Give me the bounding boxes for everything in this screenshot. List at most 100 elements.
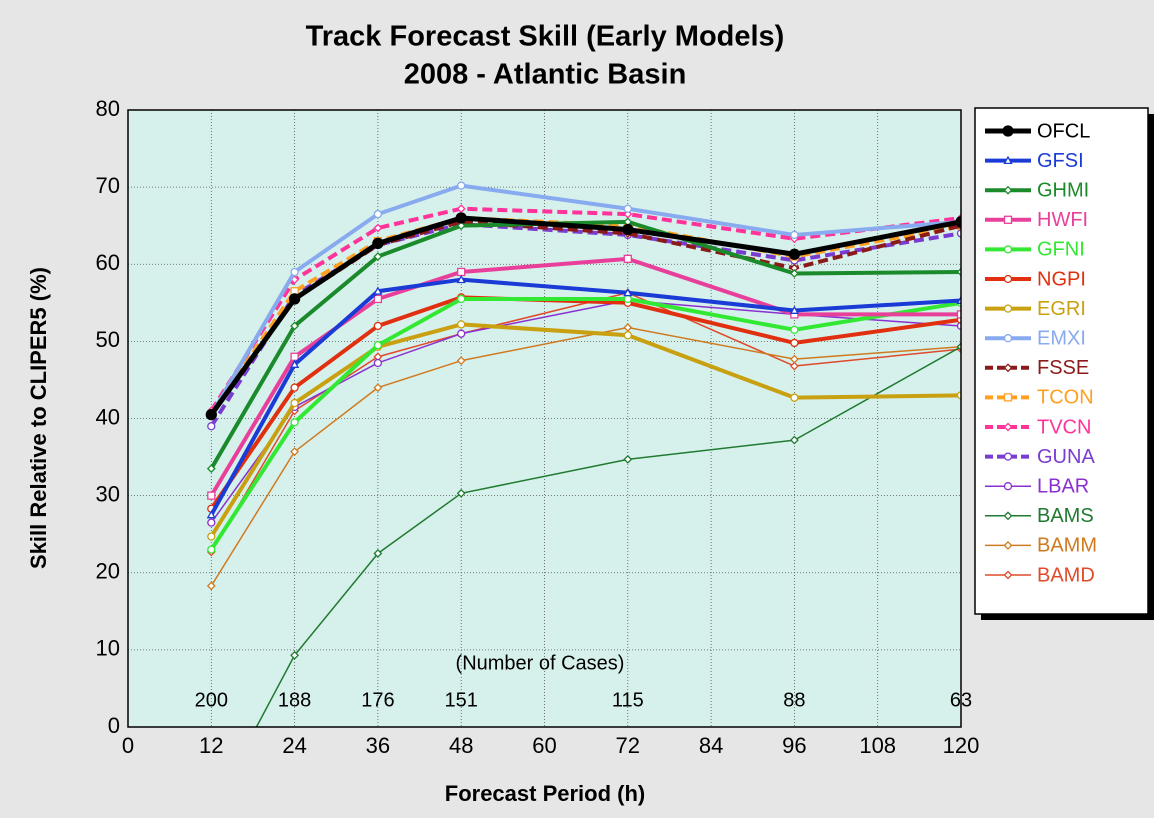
marker <box>1003 393 1013 402</box>
marker <box>1003 511 1013 521</box>
marker <box>1002 125 1014 137</box>
legend-label: EMXI <box>1037 327 1086 349</box>
marker <box>789 435 799 445</box>
marker <box>956 310 961 319</box>
marker <box>790 325 799 334</box>
marker <box>373 383 383 393</box>
marker <box>789 361 799 371</box>
y-tick-label: 80 <box>96 96 120 121</box>
marker <box>205 408 217 421</box>
marker <box>372 237 384 250</box>
y-tick-label: 40 <box>96 404 120 429</box>
marker <box>789 305 800 314</box>
x-tick-label: 12 <box>199 733 223 758</box>
marker <box>623 294 632 304</box>
marker <box>1003 570 1013 580</box>
marker <box>1003 245 1013 254</box>
marker <box>457 267 466 277</box>
legend-label: GFSI <box>1037 150 1084 172</box>
marker <box>1003 363 1013 373</box>
legend-label: GUNA <box>1037 446 1095 468</box>
marker <box>1003 304 1013 313</box>
case-count: 88 <box>783 689 805 711</box>
legend-label: HWFI <box>1037 209 1088 231</box>
legend-label: BAMD <box>1037 564 1095 586</box>
lines <box>205 181 961 815</box>
legend-label: GHMI <box>1037 179 1089 201</box>
legend-label: TVCN <box>1037 416 1091 438</box>
x-tick-label: 72 <box>616 733 640 758</box>
marker <box>456 356 466 366</box>
x-tick-label: 24 <box>282 733 306 758</box>
legend-label: BAMS <box>1037 505 1094 527</box>
marker <box>373 252 383 261</box>
marker <box>790 393 799 402</box>
case-count: 176 <box>361 689 394 711</box>
marker <box>1003 452 1013 461</box>
y-tick-label: 30 <box>96 481 120 506</box>
marker <box>1003 334 1013 343</box>
x-tick-label: 0 <box>122 733 134 758</box>
marker <box>206 464 216 474</box>
marker <box>290 398 299 408</box>
marker <box>373 209 383 219</box>
marker <box>207 532 216 541</box>
x-tick-label: 84 <box>699 733 723 758</box>
legend <box>974 107 1149 615</box>
marker <box>789 269 799 278</box>
marker <box>623 331 632 340</box>
marker <box>207 422 216 431</box>
case-count: 200 <box>195 689 228 711</box>
x-tick-label: 96 <box>782 733 806 758</box>
marker <box>956 391 961 400</box>
marker <box>290 352 299 361</box>
marker <box>456 221 466 231</box>
marker <box>373 341 383 350</box>
legend-label: FSSE <box>1037 357 1089 379</box>
y-tick-label: 20 <box>96 559 120 584</box>
marker <box>790 230 799 240</box>
marker <box>373 321 383 331</box>
marker <box>288 293 301 305</box>
marker <box>207 545 216 554</box>
legend-label: EGRI <box>1037 298 1086 320</box>
marker <box>456 274 466 284</box>
plot-frame <box>127 109 962 728</box>
marker <box>622 223 634 236</box>
marker <box>1003 274 1013 284</box>
marker <box>290 447 300 457</box>
legend-label: NGPI <box>1037 268 1086 290</box>
marker <box>623 204 632 213</box>
y-tick-label: 70 <box>96 173 120 198</box>
marker <box>373 358 383 368</box>
marker <box>373 294 383 304</box>
marker <box>290 267 299 277</box>
marker <box>623 454 633 464</box>
marker <box>623 323 633 332</box>
marker <box>289 359 300 368</box>
x-tick-label: 60 <box>532 733 556 758</box>
marker <box>457 320 466 329</box>
marker <box>207 518 216 527</box>
marker <box>455 212 467 224</box>
chart-title: Track Forecast Skill (Early Models) <box>306 21 785 53</box>
marker <box>956 229 961 238</box>
marker <box>789 354 799 364</box>
marker <box>457 294 466 304</box>
legend-label: BAMM <box>1037 535 1097 557</box>
legend-label: LBAR <box>1037 475 1089 497</box>
legend-items: OFCL GFSI GHMI HWFI GFNI NGPI EGRI EMXI FSSE TCON… <box>985 120 1097 586</box>
cases-label: (Number of Cases) <box>456 652 625 674</box>
y-axis-label: Skill Relative to CLIPER5 (%) <box>26 267 51 569</box>
marker <box>790 338 799 348</box>
marker <box>956 295 961 304</box>
y-tick-label: 0 <box>108 713 120 738</box>
marker <box>1003 155 1013 165</box>
marker <box>457 329 466 338</box>
x-tick-label: 48 <box>449 733 473 758</box>
marker <box>623 287 633 297</box>
marker <box>1003 215 1013 224</box>
marker <box>208 808 215 815</box>
marker <box>457 181 466 190</box>
marker <box>1003 482 1013 491</box>
